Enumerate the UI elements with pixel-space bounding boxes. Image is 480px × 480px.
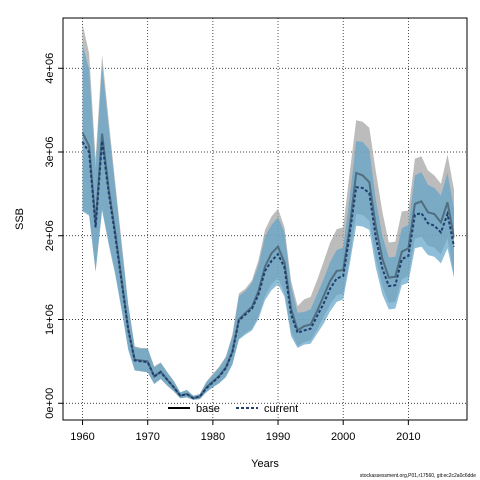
x-axis-title: Years [251,458,279,470]
confidence-bands [82,23,454,400]
x-tick-label: 1970 [135,431,159,443]
y-axis-title: SSB [14,208,26,230]
legend-label-current: current [264,403,298,415]
x-axis: 1960 1970 1980 1990 2000 2010 [70,420,421,443]
y-tick-label: 3e+06 [44,137,56,168]
y-axis: 0e+00 1e+06 2e+06 3e+06 4e+06 [44,53,63,419]
legend: base current [168,403,298,415]
plot-frame [62,17,468,421]
y-tick-label: 0e+00 [44,388,56,419]
x-tick-label: 2010 [396,431,420,443]
band-base [82,23,454,400]
y-tick-label: 1e+06 [44,304,56,335]
y-tick-label: 2e+06 [44,220,56,251]
x-tick-label: 1990 [266,431,290,443]
source-caption: stockassessment.org,P01,r17560, git:ec2c… [360,473,476,479]
x-tick-label: 1960 [70,431,94,443]
x-tick-label: 2000 [331,431,355,443]
band-current [82,44,454,400]
x-tick-label: 1980 [201,431,225,443]
y-tick-label: 4e+06 [44,53,56,84]
line-current [81,140,455,400]
series-lines [81,132,455,400]
legend-label-base: base [196,403,220,415]
